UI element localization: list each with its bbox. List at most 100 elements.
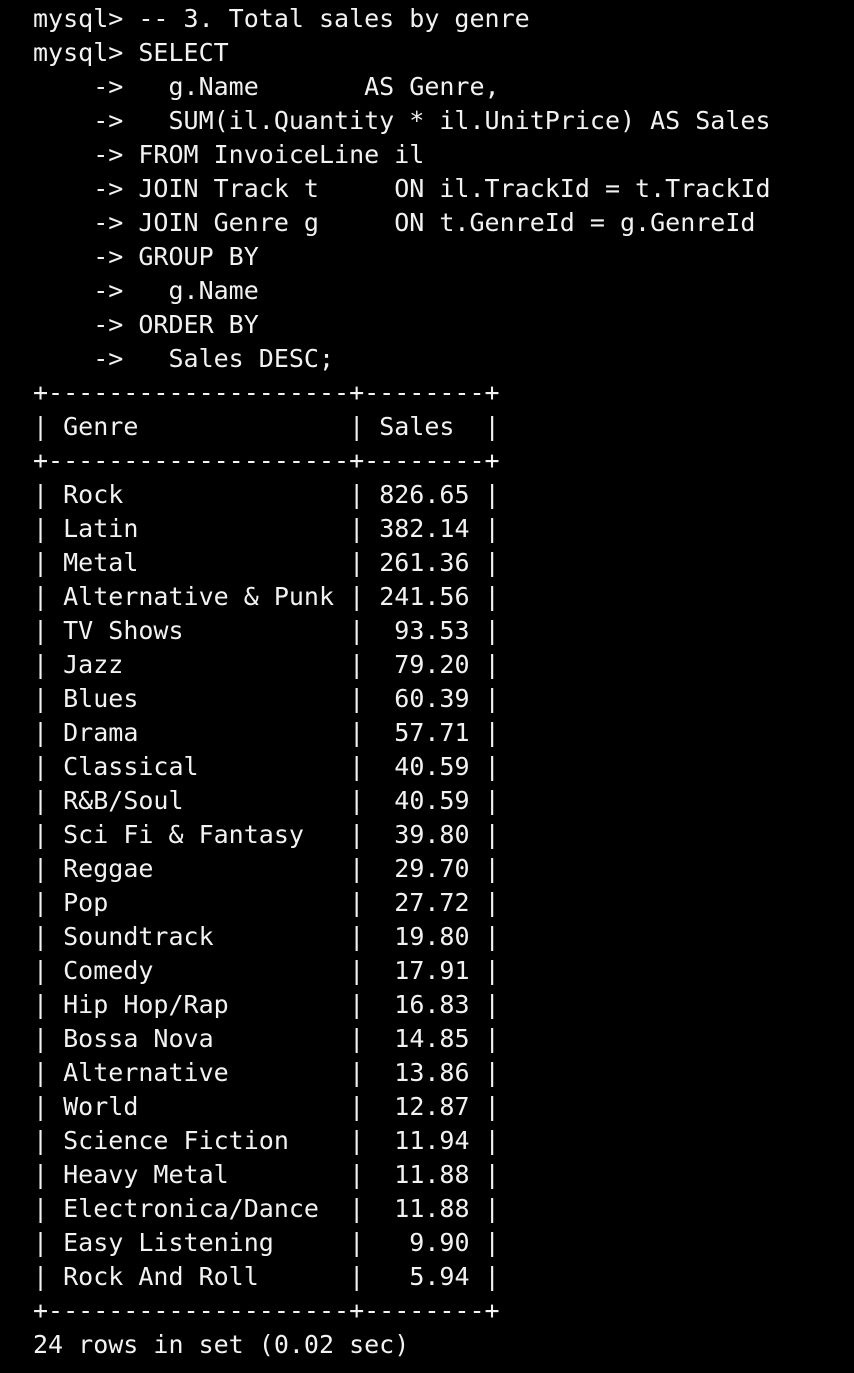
table-row: | TV Shows | 93.53 | — [33, 614, 854, 648]
table-pipe: | — [469, 888, 500, 917]
table-row-genre: Heavy Metal — [63, 1160, 229, 1189]
table-row: | Alternative | 13.86 | — [33, 1056, 854, 1090]
table-row-genre: Rock — [63, 480, 124, 509]
table-row-sales: 29.70 — [394, 854, 470, 883]
table-pipe: | — [33, 1160, 64, 1189]
table-border-header: +--------------------+--------+ — [33, 446, 500, 475]
table-header-sales: Sales — [379, 412, 455, 441]
table-row-sales: 11.88 — [394, 1160, 470, 1189]
table-row-sales: 16.83 — [394, 990, 470, 1019]
table-padding — [379, 956, 394, 985]
table-pipe: | — [33, 888, 64, 917]
table-pipe: | — [469, 684, 500, 713]
continuation-prompt: -> — [33, 276, 139, 305]
table-pipe: | — [33, 1092, 64, 1121]
table-row: | Blues | 60.39 | — [33, 682, 854, 716]
continuation-prompt: -> — [33, 344, 139, 373]
table-pipe: | — [33, 1228, 64, 1257]
table-padding — [379, 1194, 394, 1223]
query-line-10: -> Sales DESC; — [33, 342, 854, 376]
table-row: | Latin | 382.14 | — [33, 512, 854, 546]
table-padding — [379, 1228, 409, 1257]
table-pipe: | — [469, 956, 500, 985]
table-pipe: | — [33, 752, 64, 781]
table-pipe: | — [469, 786, 500, 815]
table-row-sales: 382.14 — [379, 514, 470, 543]
sql-comment: -- 3. Total sales by genre — [138, 4, 530, 33]
table-padding — [379, 1058, 394, 1087]
table-pipe: | — [33, 922, 64, 951]
table-row: | Alternative & Punk | 241.56 | — [33, 580, 854, 614]
table-padding: | — [108, 888, 380, 917]
table-row-sales: 40.59 — [394, 786, 470, 815]
result-table: +--------------------+--------+ | Genre |… — [33, 376, 854, 1328]
table-padding — [379, 990, 394, 1019]
table-row-sales: 5.94 — [409, 1262, 470, 1291]
table-pipe: | — [33, 1126, 64, 1155]
table-row: | Soundtrack | 19.80 | — [33, 920, 854, 954]
table-padding — [379, 752, 394, 781]
sql-text: JOIN Genre g ON t.GenreId = g.GenreId — [138, 208, 756, 237]
table-padding: | — [228, 1160, 380, 1189]
continuation-prompt: -> — [33, 106, 139, 135]
table-pipe: | — [33, 684, 64, 713]
table-row-sales: 13.86 — [394, 1058, 470, 1087]
table-pipe: | — [33, 990, 64, 1019]
table-pipe: | — [469, 582, 500, 611]
sql-text: g.Name AS Genre, — [138, 72, 500, 101]
table-row-sales: 11.88 — [394, 1194, 470, 1223]
table-row-genre: Electronica/Dance — [63, 1194, 319, 1223]
table-padding — [379, 888, 394, 917]
table-row: | World | 12.87 | — [33, 1090, 854, 1124]
table-padding: | — [138, 514, 380, 543]
table-padding: | — [198, 752, 380, 781]
table-pipe: | — [469, 820, 500, 849]
table-pipe: | — [33, 412, 64, 441]
table-row-genre: R&B/Soul — [63, 786, 184, 815]
table-row-genre: Rock And Roll — [63, 1262, 259, 1291]
table-padding: | — [138, 548, 380, 577]
table-padding: | — [138, 684, 380, 713]
table-row-genre: Blues — [63, 684, 139, 713]
table-border-top: +--------------------+--------+ — [33, 378, 500, 407]
table-pipe: | — [33, 582, 64, 611]
table-padding — [379, 922, 394, 951]
table-row-genre: Alternative & Punk — [63, 582, 335, 611]
prompt: mysql> — [33, 4, 139, 33]
table-row-genre: TV Shows — [63, 616, 184, 645]
table-padding — [379, 854, 394, 883]
table-padding: | — [213, 1024, 380, 1053]
table-row: | Hip Hop/Rap | 16.83 | — [33, 988, 854, 1022]
table-row: | Rock And Roll | 5.94 | — [33, 1260, 854, 1294]
table-row-genre: Alternative — [63, 1058, 229, 1087]
table-header-genre: Genre — [63, 412, 139, 441]
table-row: | Drama | 57.71 | — [33, 716, 854, 750]
table-row: | Rock | 826.65 | — [33, 478, 854, 512]
table-pipe: | — [33, 1058, 64, 1087]
table-row-sales: 39.80 — [394, 820, 470, 849]
table-padding — [379, 1024, 394, 1053]
sql-text: SUM(il.Quantity * il.UnitPrice) AS Sales — [138, 106, 771, 135]
query-line-2: -> g.Name AS Genre, — [33, 70, 854, 104]
table-padding — [379, 1126, 394, 1155]
table-row-sales: 19.80 — [394, 922, 470, 951]
query-line-5: -> JOIN Track t ON il.TrackId = t.TrackI… — [33, 172, 854, 206]
table-pipe: | — [469, 1126, 500, 1155]
table-row-sales: 40.59 — [394, 752, 470, 781]
comment-command-line: mysql> -- 3. Total sales by genre — [33, 2, 854, 36]
table-row-genre: Drama — [63, 718, 139, 747]
table-padding: | — [153, 854, 380, 883]
table-row-genre: Reggae — [63, 854, 154, 883]
result-footer: 24 rows in set (0.02 sec) — [33, 1330, 410, 1359]
query-line-1: mysql> SELECT — [33, 36, 854, 70]
table-row-sales: 57.71 — [394, 718, 470, 747]
table-row-sales: 17.91 — [394, 956, 470, 985]
table-padding — [379, 1160, 394, 1189]
table-pipe: | — [469, 650, 500, 679]
table-padding: | — [228, 990, 380, 1019]
table-pipe: | — [469, 990, 500, 1019]
table-padding: | — [454, 412, 500, 441]
sql-text: ORDER BY — [138, 310, 259, 339]
table-row-genre: Sci Fi & Fantasy — [63, 820, 304, 849]
